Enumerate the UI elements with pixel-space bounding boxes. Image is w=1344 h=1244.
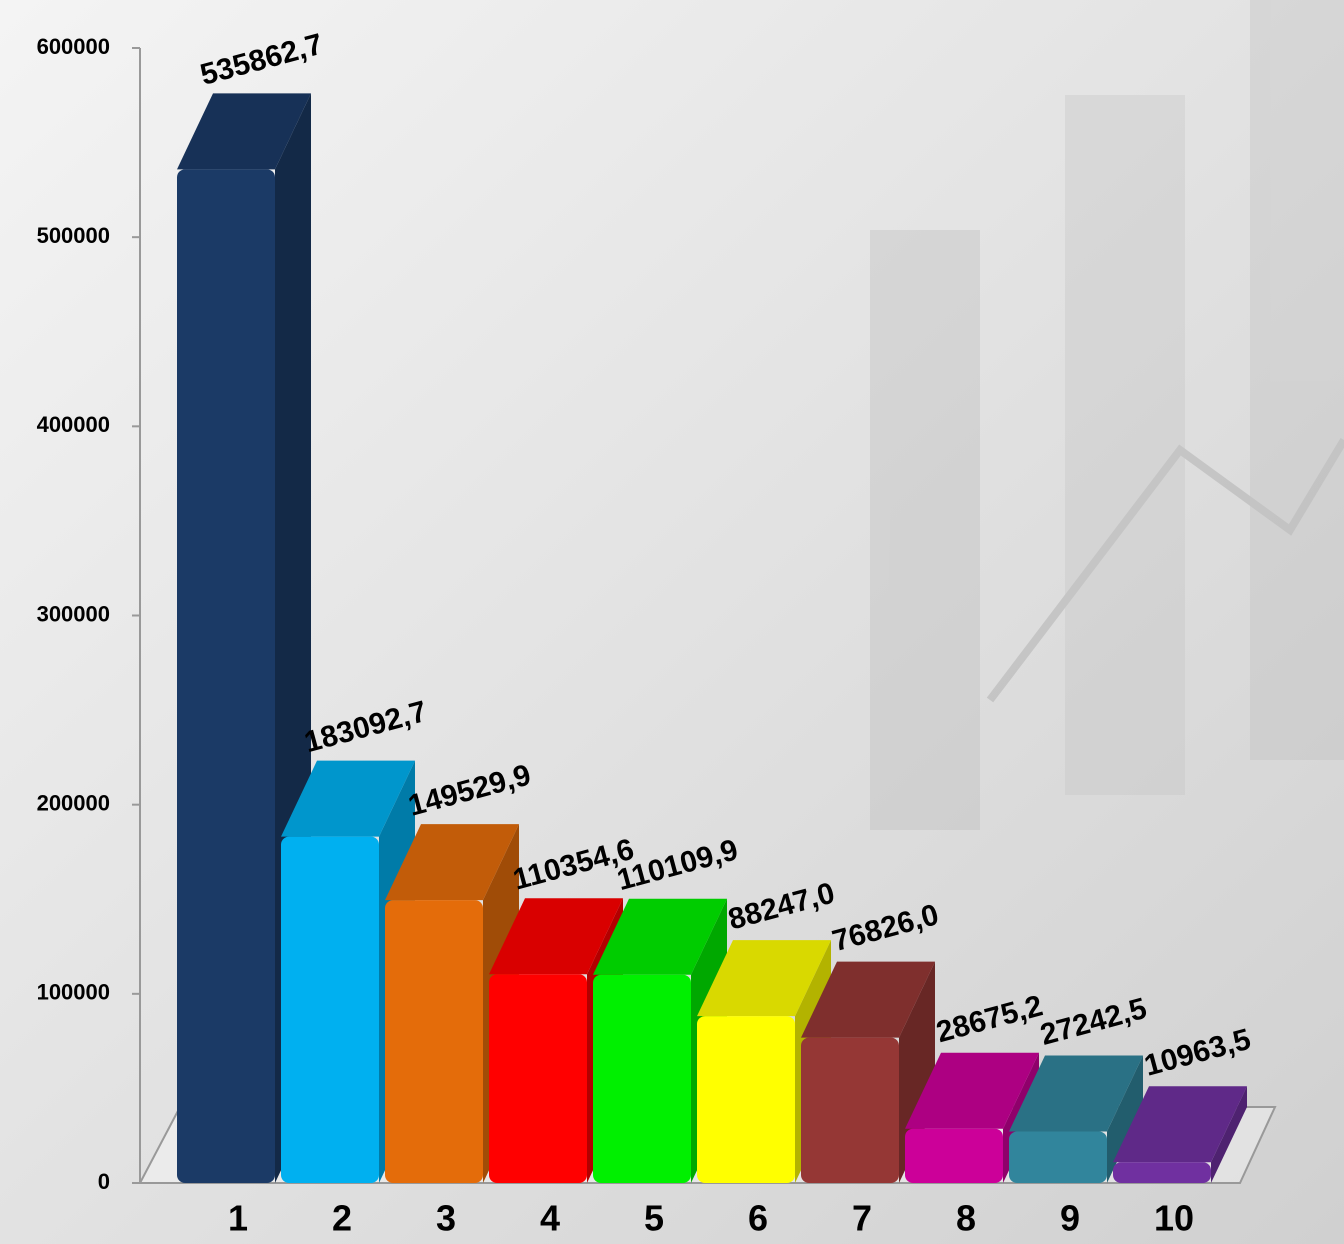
- y-tick-label: 600000: [37, 34, 110, 59]
- bar: [905, 1128, 1003, 1183]
- x-tick-label: 4: [540, 1198, 560, 1239]
- x-tick-label: 3: [436, 1198, 456, 1239]
- y-tick-label: 200000: [37, 790, 110, 815]
- y-tick-label: 400000: [37, 412, 110, 437]
- x-tick-label: 2: [332, 1198, 352, 1239]
- bar-top: [905, 1052, 1039, 1129]
- x-tick-label: 10: [1154, 1198, 1194, 1239]
- bar-top: [1113, 1086, 1247, 1163]
- bar: [1113, 1162, 1211, 1183]
- bar: [489, 974, 587, 1183]
- bar-top: [385, 824, 519, 901]
- bar-side: [1107, 1055, 1143, 1183]
- bar: [177, 169, 275, 1183]
- x-tick-label: 7: [852, 1198, 872, 1239]
- bar: [697, 1016, 795, 1183]
- bar: [1009, 1131, 1107, 1183]
- y-tick-label: 500000: [37, 223, 110, 248]
- bar-side: [1211, 1086, 1247, 1183]
- background-decor: [870, 0, 1344, 830]
- bar: [385, 900, 483, 1183]
- bar: [593, 974, 691, 1183]
- bar-top: [489, 898, 623, 975]
- y-tick-label: 100000: [37, 980, 110, 1005]
- x-tick-label: 5: [644, 1198, 664, 1239]
- bar: [281, 836, 379, 1183]
- bar: [801, 1037, 899, 1183]
- y-tick-label: 0: [98, 1169, 110, 1194]
- y-tick-label: 300000: [37, 601, 110, 626]
- bar-group: [593, 898, 727, 1183]
- bar-top: [593, 898, 727, 975]
- bar-group: [1009, 1055, 1143, 1183]
- bar-top: [281, 760, 415, 837]
- x-tick-label: 9: [1060, 1198, 1080, 1239]
- x-tick-label: 8: [956, 1198, 976, 1239]
- bar-top: [1009, 1055, 1143, 1132]
- bar-group: [1113, 1086, 1247, 1183]
- x-tick-label: 1: [228, 1198, 248, 1239]
- bar-top: [697, 940, 831, 1017]
- bar-top: [801, 961, 935, 1038]
- x-tick-label: 6: [748, 1198, 768, 1239]
- bar-top: [177, 93, 311, 170]
